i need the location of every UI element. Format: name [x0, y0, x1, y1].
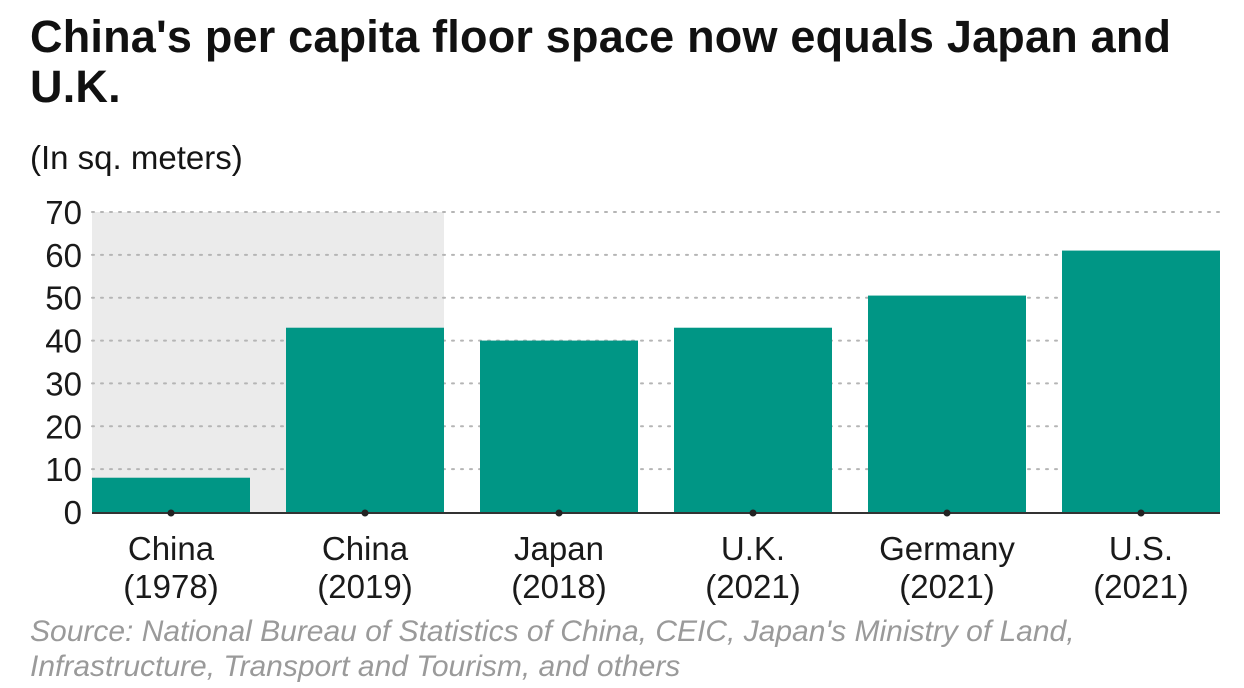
y-tick-label: 10: [45, 451, 82, 488]
x-tick-label: U.S.: [1109, 530, 1173, 567]
x-tick-label: (2018): [511, 568, 606, 605]
x-tick-label: (2021): [899, 568, 994, 605]
x-tick-label: China: [322, 530, 409, 567]
bar: [92, 477, 250, 512]
x-tick-label: (2019): [317, 568, 412, 605]
bar: [1062, 250, 1220, 513]
y-tick-label: 60: [45, 237, 82, 274]
y-tick-label: 40: [45, 323, 82, 360]
bar: [480, 340, 638, 512]
unit-label: (In sq. meters): [30, 139, 243, 176]
bar: [674, 327, 832, 512]
x-tick-label: Germany: [879, 530, 1015, 567]
x-tick-label: (2021): [705, 568, 800, 605]
bar: [868, 295, 1026, 512]
x-tick-mark: [361, 509, 369, 517]
x-tick-mark: [749, 509, 757, 517]
y-tick-label: 30: [45, 365, 82, 402]
x-tick-label: U.K.: [721, 530, 785, 567]
x-tick-mark: [167, 509, 175, 517]
bar: [286, 327, 444, 512]
y-tick-label: 70: [45, 194, 82, 231]
y-tick-label: 0: [64, 494, 82, 531]
y-tick-label: 20: [45, 408, 82, 445]
x-tick-mark: [943, 509, 951, 517]
x-tick-mark: [555, 509, 563, 517]
x-tick-label: China: [128, 530, 215, 567]
chart-title: China's per capita floor space now equal…: [30, 11, 1172, 112]
source-note: Source: National Bureau of Statistics of…: [30, 615, 1075, 683]
x-tick-mark: [1137, 509, 1145, 517]
y-tick-label: 50: [45, 280, 82, 317]
x-tick-label: Japan: [514, 530, 604, 567]
x-tick-label: (2021): [1093, 568, 1188, 605]
x-tick-label: (1978): [123, 568, 218, 605]
